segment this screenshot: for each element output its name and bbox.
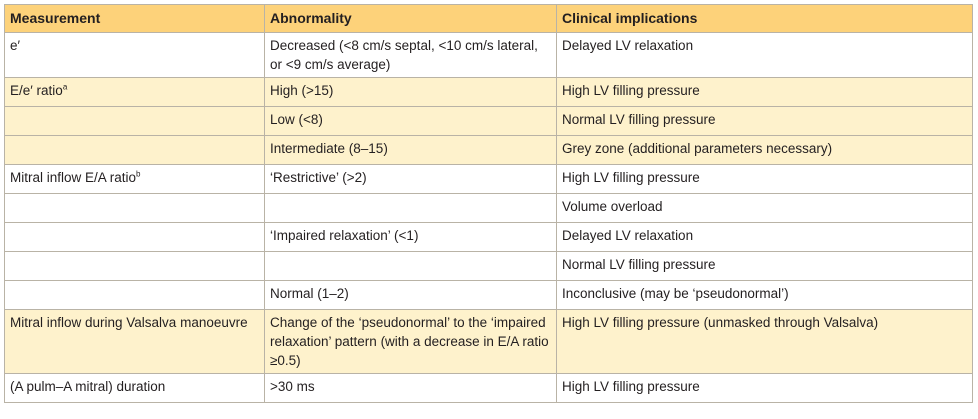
table-row: Normal LV filling pressure: [4, 251, 973, 281]
measurement-text: Mitral inflow during Valsalva manoeuvre: [10, 315, 248, 330]
cell-measurement: [4, 193, 265, 223]
cell-measurement: [4, 135, 265, 165]
table-row: Volume overload: [4, 193, 973, 223]
table-container: Measurement Abnormality Clinical implica…: [4, 4, 973, 403]
table-row: e′ Decreased (<8 cm/s septal, <10 cm/s la…: [4, 32, 973, 78]
cell-abnormality: Low (<8): [264, 106, 557, 136]
cell-clinical-implication: Grey zone (additional parameters necessa…: [556, 135, 973, 165]
table-row: Mitral inflow E/A ratiob ‘Restrictive’ (>…: [4, 164, 973, 194]
cell-measurement: [4, 222, 265, 252]
table-row: E/e′ ratioa High (>15) High LV filling pre…: [4, 77, 973, 107]
cell-clinical-implication: Normal LV filling pressure: [556, 251, 973, 281]
cell-clinical-implication: High LV filling pressure (unmasked throu…: [556, 309, 973, 374]
cell-clinical-implication: Delayed LV relaxation: [556, 222, 973, 252]
table-row: Normal (1–2) Inconclusive (may be ‘pseudo…: [4, 280, 973, 310]
cell-abnormality: High (>15): [264, 77, 557, 107]
cell-abnormality: [264, 251, 557, 281]
cell-measurement: (A pulm–A mitral) duration: [4, 373, 265, 403]
cell-clinical-implication: High LV filling pressure: [556, 164, 973, 194]
table-row: ‘Impaired relaxation’ (<1) Delayed LV rel…: [4, 222, 973, 252]
header-clinical-implications: Clinical implications: [556, 4, 973, 33]
measurement-text: (A pulm–A mitral) duration: [10, 379, 166, 394]
cell-abnormality: >30 ms: [264, 373, 557, 403]
table-header-row: Measurement Abnormality Clinical implica…: [4, 4, 973, 33]
table-row: Low (<8) Normal LV filling pressure: [4, 106, 973, 136]
cell-clinical-implication: Volume overload: [556, 193, 973, 223]
cell-clinical-implication: High LV filling pressure: [556, 373, 973, 403]
cell-measurement: Mitral inflow E/A ratiob: [4, 164, 265, 194]
cell-measurement: [4, 280, 265, 310]
footnote-marker: a: [62, 82, 68, 92]
cell-measurement: e′: [4, 32, 265, 78]
cell-abnormality: Normal (1–2): [264, 280, 557, 310]
header-measurement: Measurement: [4, 4, 265, 33]
table-row: Mitral inflow during Valsalva manoeuvre C…: [4, 309, 973, 374]
measurement-text: e′: [10, 38, 21, 53]
echo-parameters-table: Measurement Abnormality Clinical implica…: [4, 4, 973, 403]
header-abnormality: Abnormality: [264, 4, 557, 33]
cell-measurement: E/e′ ratioa: [4, 77, 265, 107]
measurement-text: E/e′ ratio: [10, 83, 63, 98]
cell-clinical-implication: Inconclusive (may be ‘pseudonormal’): [556, 280, 973, 310]
cell-abnormality: [264, 193, 557, 223]
cell-clinical-implication: Normal LV filling pressure: [556, 106, 973, 136]
cell-clinical-implication: Delayed LV relaxation: [556, 32, 973, 78]
measurement-text: Mitral inflow E/A ratio: [10, 170, 137, 185]
footnote-marker: b: [136, 169, 141, 179]
cell-abnormality: Decreased (<8 cm/s septal, <10 cm/s late…: [264, 32, 557, 78]
table-row: (A pulm–A mitral) duration >30 ms High LV …: [4, 373, 973, 403]
cell-measurement: [4, 251, 265, 281]
cell-measurement: Mitral inflow during Valsalva manoeuvre: [4, 309, 265, 374]
cell-abnormality: Intermediate (8–15): [264, 135, 557, 165]
cell-abnormality: ‘Impaired relaxation’ (<1): [264, 222, 557, 252]
cell-abnormality: Change of the ‘pseudonormal’ to the ‘imp…: [264, 309, 557, 374]
cell-clinical-implication: High LV filling pressure: [556, 77, 973, 107]
cell-abnormality: ‘Restrictive’ (>2): [264, 164, 557, 194]
table-row: Intermediate (8–15) Grey zone (additional…: [4, 135, 973, 165]
cell-measurement: [4, 106, 265, 136]
table-body: e′ Decreased (<8 cm/s septal, <10 cm/s la…: [4, 32, 973, 403]
